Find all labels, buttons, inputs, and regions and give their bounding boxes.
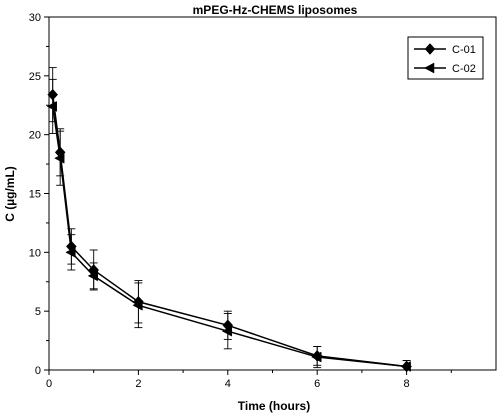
legend-marker: [423, 62, 435, 74]
y-tick-label: 25: [29, 71, 41, 83]
x-tick-label: 0: [46, 378, 52, 390]
series-C-02: [46, 78, 411, 372]
legend-marker: [424, 43, 436, 55]
data-point: [46, 101, 57, 112]
legend-label: C-01: [452, 44, 476, 56]
data-point: [65, 246, 76, 258]
x-tick-label: 4: [225, 378, 231, 390]
y-axis-label: C (µg/mL): [3, 166, 17, 222]
x-tick-label: 6: [314, 378, 320, 390]
x-tick-label: 2: [135, 378, 141, 390]
y-tick-label: 0: [35, 365, 41, 377]
plot-area: 0 2 4 6 8 0 5 10 15 20 25 30: [29, 12, 497, 390]
data-point: [132, 299, 143, 311]
x-tick-label: 8: [404, 378, 410, 390]
data-point: [87, 270, 98, 282]
data-point: [221, 325, 233, 337]
legend: C-01 C-02: [407, 36, 484, 80]
series-line: [51, 106, 407, 368]
legend-box: [407, 36, 484, 80]
y-tick-label: 15: [29, 189, 41, 201]
data-point: [400, 361, 411, 372]
data-point: [311, 351, 322, 363]
series-C-01: [47, 67, 412, 373]
y-tick-label: 5: [35, 306, 41, 318]
y-tick-label: 10: [29, 247, 41, 259]
legend-label: C-02: [452, 63, 476, 75]
data-point: [54, 152, 65, 164]
y-tick-label: 20: [29, 130, 41, 142]
x-axis-label: Time (hours): [238, 399, 310, 413]
chart-title: mPEG-Hz-CHEMS liposomes: [193, 3, 358, 17]
y-tick-label: 30: [29, 12, 41, 24]
